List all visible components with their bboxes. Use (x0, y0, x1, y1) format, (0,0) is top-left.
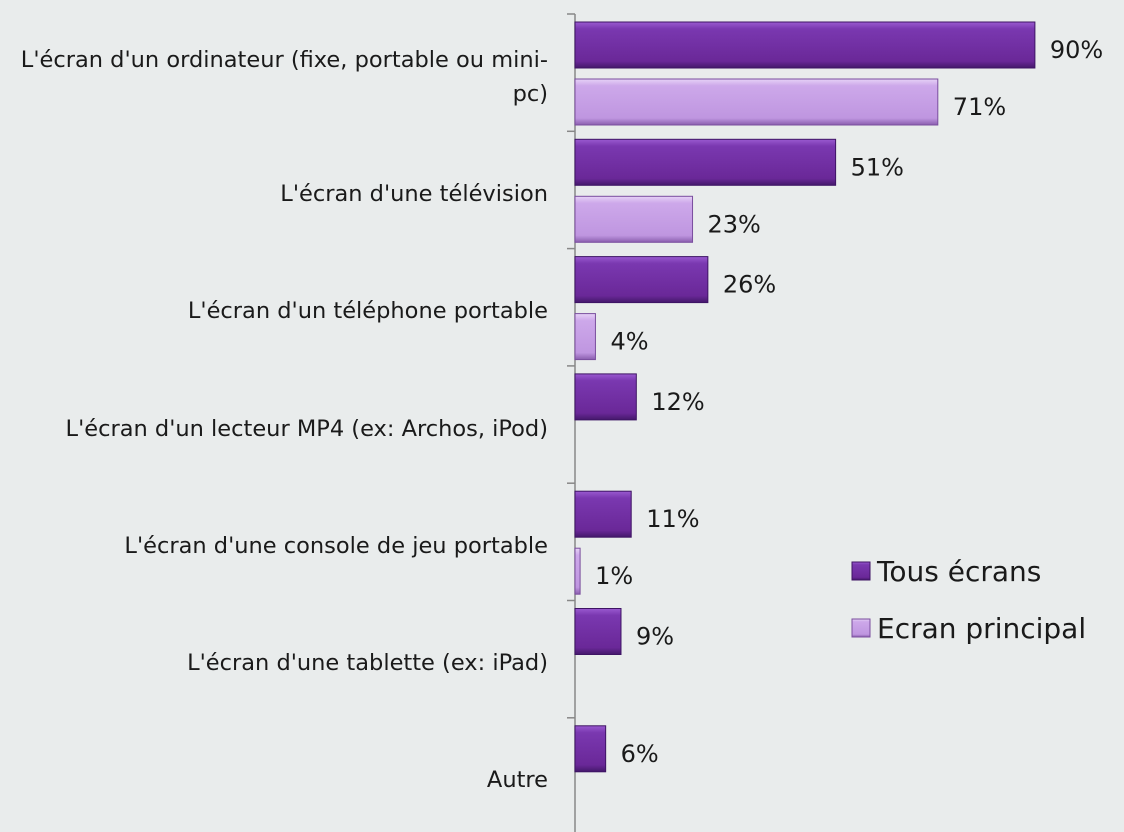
legend-swatch (851, 561, 871, 581)
bar (574, 138, 837, 186)
bar (574, 490, 632, 538)
category-label: L'écran d'une télévision (280, 180, 548, 207)
legend-label: Ecran principal (877, 612, 1086, 645)
bar (574, 547, 581, 595)
data-label: 11% (646, 505, 699, 533)
category-label: L'écran d'une tablette (ex: iPad) (187, 650, 548, 677)
category-label: L'écran d'une console de jeu portable (124, 532, 548, 559)
legend-label: Tous écrans (876, 555, 1041, 588)
bar (574, 78, 939, 126)
bar (574, 21, 1036, 69)
bar (574, 256, 709, 304)
category-label: L'écran d'un lecteur MP4 (ex: Archos, iP… (65, 415, 548, 442)
data-label: 90% (1050, 36, 1103, 64)
data-label: 12% (651, 388, 704, 416)
data-label: 4% (610, 328, 648, 356)
bar (574, 313, 596, 361)
category-label: L'écran d'un téléphone portable (187, 298, 548, 325)
data-label: 26% (723, 271, 776, 299)
legend-swatch (851, 618, 871, 638)
data-label: 6% (621, 740, 659, 768)
data-label: 51% (851, 153, 904, 181)
category-label: L'écran d'un ordinateur (fixe, portable … (20, 46, 548, 107)
category-label: Autre (486, 767, 548, 794)
data-label: 71% (953, 93, 1006, 121)
bar (574, 373, 637, 421)
data-label: 23% (708, 210, 761, 238)
bar (574, 725, 607, 773)
bar (574, 195, 694, 243)
data-label: 1% (595, 562, 633, 590)
bar (574, 608, 622, 655)
data-label: 9% (636, 623, 674, 651)
